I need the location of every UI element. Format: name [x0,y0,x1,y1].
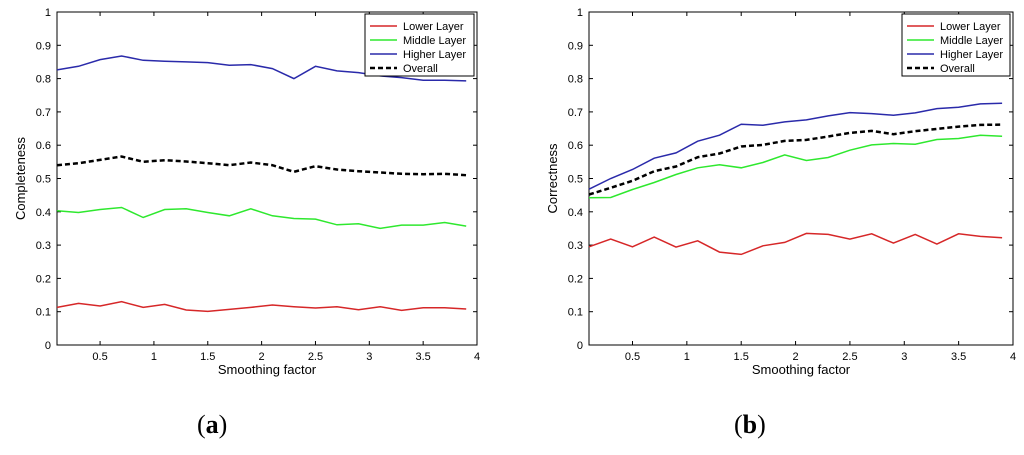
y-tick-label: 0.6 [568,140,583,152]
series-line-higher-layer [588,102,1003,190]
x-axis-label: Smoothing factor [752,362,851,377]
x-tick-label: 1.5 [200,351,215,363]
x-tick-label: 0.5 [625,351,640,363]
y-tick-label: 0.1 [36,307,51,319]
y-tick-label: 0.8 [36,74,51,86]
legend-label: Overall [940,63,975,75]
y-tick-label: 0.2 [568,273,583,285]
series-line-lower-layer [588,232,1003,256]
x-tick-label: 1 [151,351,157,363]
legend-label: Lower Layer [940,21,1001,33]
chart-completeness: 0 0.1 0.2 0.3 0.4 0.5 0.6 0.7 0.8 0.9 1 0.5 1 1.5 2 2.5… [13,7,480,377]
x-tick-label: 4 [1010,351,1016,363]
series-line-higher-layer [56,55,467,82]
series-line-overall [588,123,1003,196]
y-tick-label: 0.4 [568,207,583,219]
y-tick-label: 0 [577,340,583,352]
series-line-lower-layer [56,300,467,313]
legend-label: Higher Layer [403,49,466,61]
x-tick-label: 3 [366,351,372,363]
y-tick-label: 0.6 [36,140,51,152]
legend-label: Middle Layer [403,35,466,47]
y-tick-label: 0.7 [568,107,583,119]
series-line-middle-layer [588,134,1003,199]
y-tick-label: 0 [45,340,51,352]
legend-label: Higher Layer [940,49,1003,61]
y-tick-label: 0.1 [568,307,583,319]
x-tick-label: 3.5 [416,351,431,363]
y-axis-label: Correctness [545,143,560,214]
legend-box [364,13,475,77]
x-tick-label: 1.5 [734,351,749,363]
chart-correctness: 0 0.1 0.2 0.3 0.4 0.5 0.6 0.7 0.8 0.9 1 0.5 1 1.5 2 2.5… [545,7,1016,377]
x-tick-label: 2 [259,351,265,363]
y-tick-label: 0.9 [36,40,51,52]
x-axis-label: Smoothing factor [218,362,317,377]
y-axis-label: Completeness [13,136,28,220]
x-tick-label: 0.5 [92,351,107,363]
y-tick-label: 0.4 [36,207,51,219]
x-tick-label: 3 [901,351,907,363]
y-tick-label: 0.8 [568,74,583,86]
y-tick-label: 0.5 [568,174,583,186]
y-tick-label: 0.5 [36,174,51,186]
y-tick-label: 0.3 [36,240,51,252]
panel-label-b: (b) [734,410,766,439]
legend-label: Lower Layer [403,21,464,33]
legend-box [901,13,1011,77]
y-tick-label: 0.7 [36,107,51,119]
x-tick-label: 2.5 [842,351,857,363]
x-tick-label: 4 [474,351,480,363]
panel-label-a: (a) [197,410,228,439]
y-tick-label: 0.2 [36,273,51,285]
legend-label: Overall [403,63,438,75]
x-tick-label: 2.5 [308,351,323,363]
y-tick-label: 1 [45,7,51,19]
y-tick-label: 0.9 [568,40,583,52]
series-line-middle-layer [56,206,467,230]
x-tick-label: 2 [793,351,799,363]
x-tick-label: 3.5 [951,351,966,363]
x-tick-label: 1 [684,351,690,363]
legend-label: Middle Layer [940,35,1003,47]
y-tick-label: 1 [577,7,583,19]
y-tick-label: 0.3 [568,240,583,252]
series-line-overall [56,155,467,177]
